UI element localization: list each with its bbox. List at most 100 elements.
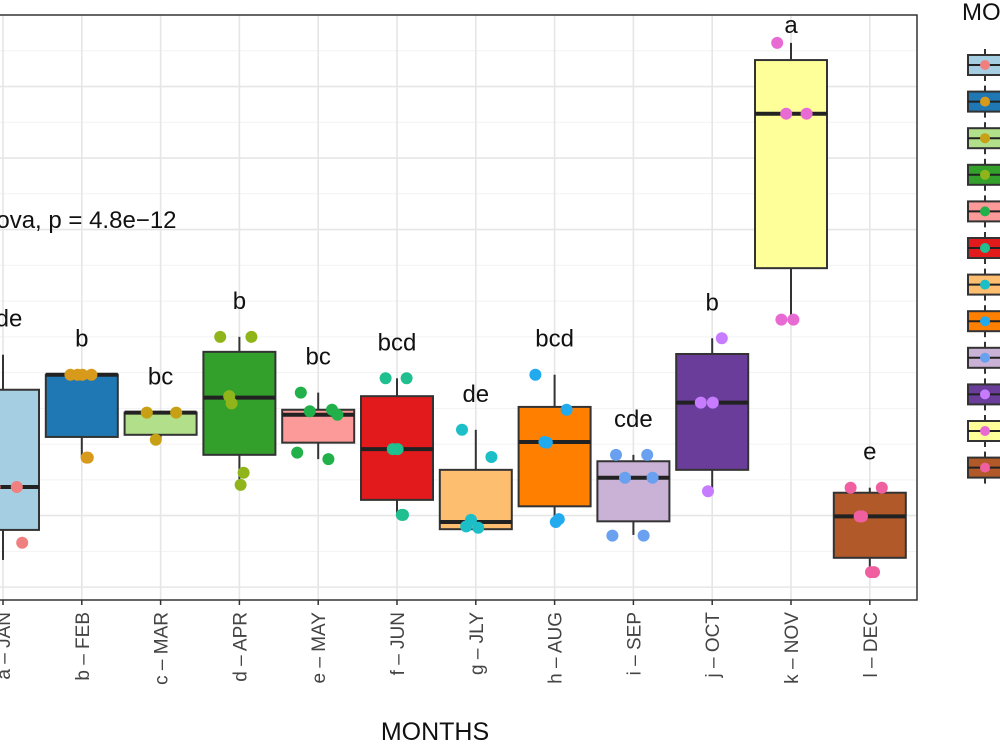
data-point (71, 368, 84, 381)
data-point (291, 446, 304, 459)
data-point (234, 478, 247, 491)
data-point (865, 566, 877, 579)
x-axis-title: MONTHS (381, 718, 489, 746)
data-point (619, 471, 631, 484)
data-point (140, 406, 153, 419)
data-point (606, 529, 619, 542)
data-point (641, 448, 654, 461)
group-letter-label: bc (306, 344, 331, 371)
data-point (549, 516, 562, 529)
data-point (85, 368, 98, 381)
legend-point (980, 169, 990, 180)
legend (967, 49, 1000, 484)
x-tick-label: h – AUG (546, 612, 567, 684)
data-point (706, 396, 719, 409)
legend-title: MONTHS (962, 0, 1000, 26)
x-tick-label: j – OCT (703, 612, 724, 679)
legend-point (980, 352, 990, 363)
data-point (856, 510, 868, 523)
group-letter-label: b (233, 288, 246, 315)
data-point (610, 448, 622, 461)
data-point (331, 408, 344, 421)
box-0 (0, 388, 40, 531)
data-point (702, 485, 714, 498)
data-point (460, 520, 473, 533)
data-point (294, 386, 307, 399)
data-point (303, 405, 316, 418)
group-letter-label: cde (0, 306, 22, 333)
data-point (10, 481, 23, 494)
box-7 (517, 405, 592, 508)
data-point (800, 107, 813, 120)
anova-annotation: Anova, p = 4.8e−12 (0, 207, 177, 234)
data-point (395, 508, 408, 521)
box-1 (44, 373, 119, 438)
box-10 (754, 59, 828, 270)
data-point (80, 451, 93, 464)
group-letter-label: e (863, 439, 876, 466)
data-point (379, 372, 392, 385)
x-tick-label: c – MAR (152, 612, 173, 685)
legend-point (980, 60, 990, 70)
legend-point (980, 389, 990, 400)
x-tick-label: g – JLY (467, 612, 488, 675)
box-2 (123, 411, 198, 436)
data-point (245, 330, 258, 343)
group-letter-label: b (75, 326, 88, 353)
data-point (170, 406, 183, 419)
group-letter-label: bc (148, 364, 173, 391)
box-9 (675, 352, 750, 471)
box-8 (596, 460, 671, 523)
data-point (0, 484, 1, 490)
legend-point (980, 206, 990, 217)
data-point (715, 332, 728, 345)
x-tick-label: i – SEP (624, 612, 645, 675)
data-point (560, 403, 573, 416)
legend-point (980, 316, 990, 327)
boxes: cde b bc b bc bcd de bcd cde b a e (0, 12, 907, 579)
x-tick-label: e – MAY (309, 612, 330, 684)
group-letter-label: b (706, 289, 719, 316)
x-tick-label: a – JAN (0, 612, 15, 680)
data-point (540, 436, 553, 449)
data-point (780, 107, 793, 120)
data-point (646, 471, 659, 484)
legend-point (980, 243, 990, 253)
data-point (485, 450, 498, 463)
x-tick-labels: a – JAN b – FEB c – MAR d – APR e – MAY f – J… (0, 600, 882, 685)
data-point (386, 443, 399, 456)
data-point (400, 372, 413, 385)
box-11 (832, 491, 907, 559)
x-tick-label: b – FEB (73, 612, 94, 681)
data-point (322, 453, 335, 466)
data-point (472, 521, 485, 534)
data-point (694, 396, 707, 409)
legend-point (980, 462, 990, 473)
data-point (456, 423, 468, 436)
legend-point (980, 426, 990, 436)
group-letter-label: bcd (535, 326, 574, 353)
data-point (529, 368, 542, 381)
x-tick-label: k – NOV (782, 612, 803, 684)
data-point (637, 529, 650, 542)
data-point (225, 397, 238, 410)
data-point (771, 36, 784, 49)
data-point (149, 433, 162, 446)
group-letter-label: bcd (378, 329, 417, 356)
x-tick-label: d – APR (230, 612, 251, 682)
plot-border (0, 14, 918, 601)
legend-point (980, 96, 990, 107)
x-tick-label: l – DEC (861, 612, 882, 677)
data-point (844, 481, 857, 494)
data-point (775, 313, 788, 326)
legend-point (980, 279, 990, 290)
data-point (875, 481, 888, 494)
group-letter-label: a (784, 12, 798, 39)
data-point (237, 466, 250, 479)
data-point (16, 536, 29, 549)
box-3 (202, 350, 277, 456)
legend-point (980, 133, 990, 144)
data-point (214, 330, 227, 343)
x-tick-label: f – JUN (388, 612, 409, 675)
